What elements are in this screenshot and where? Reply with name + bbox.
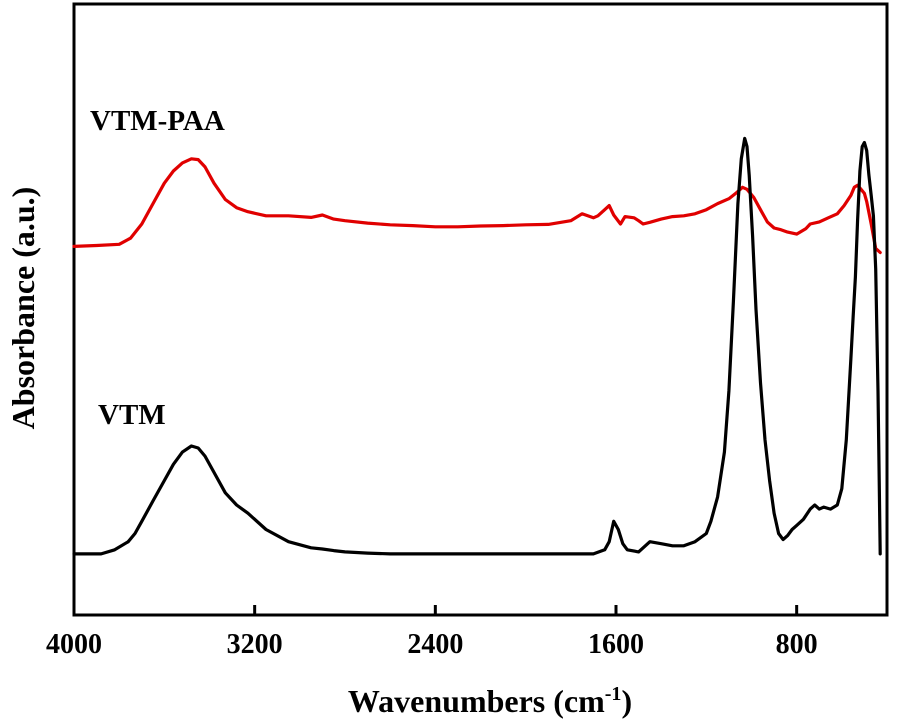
x-tick-label: 2400 (407, 629, 463, 660)
series-label-vtm-paa: VTM-PAA (90, 105, 225, 137)
series-line-vtm (72, 136, 882, 556)
x-tick-label: 800 (776, 629, 818, 660)
series-line-vtm-paa (72, 157, 882, 255)
x-tick-label: 3200 (227, 629, 283, 660)
x-ticks: 4000 3200 2400 1600 800 (46, 605, 818, 660)
series-label-vtm: VTM (98, 399, 166, 431)
series-labels: VTM-PAA VTM (90, 105, 225, 431)
x-tick-label: 1600 (588, 629, 644, 660)
x-tick-label: 4000 (46, 629, 102, 660)
plot-frame (72, 2, 889, 617)
y-axis-title: Absorbance (a.u.) (5, 187, 41, 430)
x-axis-title: Wavenumbers (cm-1) (348, 683, 632, 719)
series-layer (72, 136, 882, 556)
